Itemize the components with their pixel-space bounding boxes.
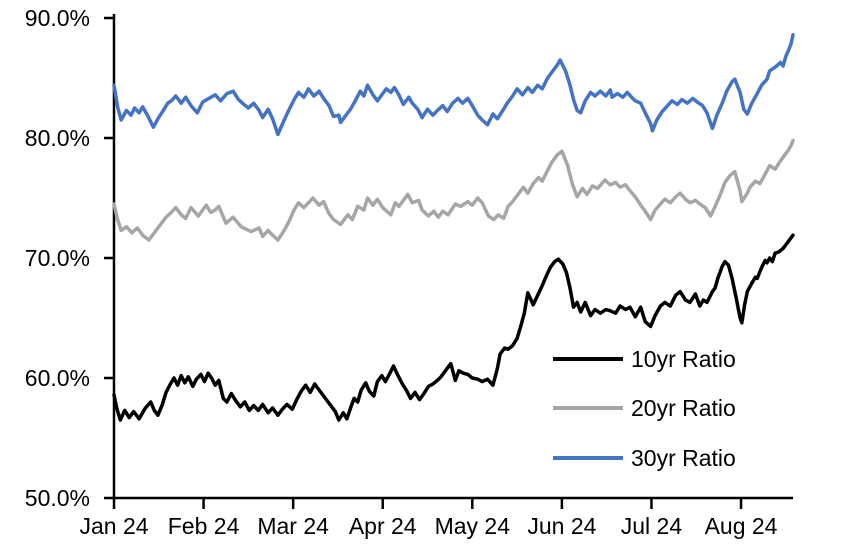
- x-axis-tick-label: May 24: [434, 513, 511, 539]
- y-axis-tick-label: 80.0%: [24, 125, 90, 151]
- x-axis-tick-label: Mar 24: [257, 513, 329, 539]
- x-axis-tick-label: Aug 24: [704, 513, 778, 539]
- x-axis-tick-label: Jul 24: [620, 513, 683, 539]
- legend-item-10yr-ratio: 10yr Ratio: [553, 344, 736, 374]
- legend-item-30yr-ratio: 30yr Ratio: [553, 443, 736, 473]
- series-line-30yr-ratio: [112, 33, 795, 137]
- legend-label-20yr: 20yr Ratio: [631, 394, 736, 421]
- series-line-10yr-ratio: [112, 233, 795, 422]
- legend-line-10yr-icon: [553, 357, 623, 361]
- y-axis-tick-label: 60.0%: [24, 365, 90, 391]
- x-axis-tick-label: Jan 24: [79, 513, 149, 539]
- legend-line-20yr-icon: [553, 406, 623, 410]
- y-axis-tick-label: 50.0%: [24, 485, 90, 511]
- x-axis-tick-label: Apr 24: [348, 513, 417, 539]
- legend-line-30yr-icon: [553, 456, 623, 460]
- legend-label-30yr: 30yr Ratio: [631, 444, 736, 471]
- axes: [104, 14, 793, 509]
- series-lines: [112, 33, 795, 422]
- x-axis-tick-label: Jun 24: [527, 513, 597, 539]
- legend-item-20yr-ratio: 20yr Ratio: [553, 393, 736, 423]
- series-line-20yr-ratio: [112, 138, 795, 242]
- legend-label-10yr: 10yr Ratio: [631, 345, 736, 372]
- y-axis-tick-label: 70.0%: [24, 245, 90, 271]
- x-axis-tick-label: Feb 24: [167, 513, 240, 539]
- y-axis-tick-label: 90.0%: [24, 5, 90, 31]
